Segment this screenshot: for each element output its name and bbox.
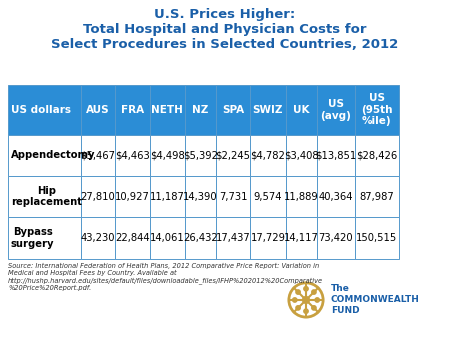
Text: SWIZ: SWIZ	[253, 105, 283, 115]
Text: 73,420: 73,420	[318, 233, 353, 243]
Text: 14,117: 14,117	[284, 233, 319, 243]
Text: $5,392: $5,392	[183, 150, 218, 160]
Text: Hip
replacement: Hip replacement	[11, 186, 82, 208]
Text: 43,230: 43,230	[81, 233, 115, 243]
Text: U.S. Prices Higher:
Total Hospital and Physician Costs for
Select Procedures in : U.S. Prices Higher: Total Hospital and P…	[51, 8, 399, 51]
Text: NZ: NZ	[192, 105, 209, 115]
Text: $5,467: $5,467	[81, 150, 116, 160]
Text: Source: International Federation of Health Plans, 2012 Comparative Price Report:: Source: International Federation of Heal…	[8, 263, 323, 291]
Text: US dollars: US dollars	[11, 105, 71, 115]
Circle shape	[312, 290, 316, 294]
Text: US
(avg): US (avg)	[320, 99, 351, 121]
Text: 87,987: 87,987	[359, 192, 394, 201]
Circle shape	[304, 309, 308, 313]
Text: NETH: NETH	[151, 105, 183, 115]
Text: 17,729: 17,729	[251, 233, 285, 243]
Text: $4,463: $4,463	[115, 150, 150, 160]
Text: 14,061: 14,061	[150, 233, 184, 243]
Text: 22,844: 22,844	[115, 233, 150, 243]
Text: The
COMMONWEALTH
FUND: The COMMONWEALTH FUND	[331, 284, 419, 315]
Text: 11,187: 11,187	[150, 192, 185, 201]
Text: 9,574: 9,574	[254, 192, 282, 201]
Text: 150,515: 150,515	[356, 233, 397, 243]
Circle shape	[292, 298, 297, 302]
Circle shape	[296, 306, 300, 310]
Circle shape	[304, 287, 308, 291]
Text: 14,390: 14,390	[183, 192, 218, 201]
Circle shape	[296, 290, 300, 294]
Circle shape	[312, 306, 316, 310]
Circle shape	[302, 296, 310, 304]
Text: SPA: SPA	[222, 105, 244, 115]
Text: $13,851: $13,851	[315, 150, 356, 160]
Text: Appendectomy: Appendectomy	[11, 150, 95, 160]
Text: 17,437: 17,437	[216, 233, 250, 243]
Text: 7,731: 7,731	[219, 192, 248, 201]
Text: $2,245: $2,245	[216, 150, 251, 160]
Text: UK: UK	[293, 105, 310, 115]
Text: $3,408: $3,408	[284, 150, 319, 160]
Text: $4,498: $4,498	[150, 150, 184, 160]
Text: 40,364: 40,364	[318, 192, 353, 201]
Text: 27,810: 27,810	[81, 192, 116, 201]
Text: US
(95th
%ile): US (95th %ile)	[361, 93, 392, 126]
Text: Bypass
surgery: Bypass surgery	[11, 227, 54, 249]
Text: 10,927: 10,927	[115, 192, 150, 201]
Text: $4,782: $4,782	[251, 150, 285, 160]
Text: $28,426: $28,426	[356, 150, 397, 160]
Text: AUS: AUS	[86, 105, 110, 115]
Text: 26,432: 26,432	[183, 233, 218, 243]
Text: 11,889: 11,889	[284, 192, 319, 201]
Circle shape	[315, 298, 320, 302]
Text: FRA: FRA	[121, 105, 144, 115]
